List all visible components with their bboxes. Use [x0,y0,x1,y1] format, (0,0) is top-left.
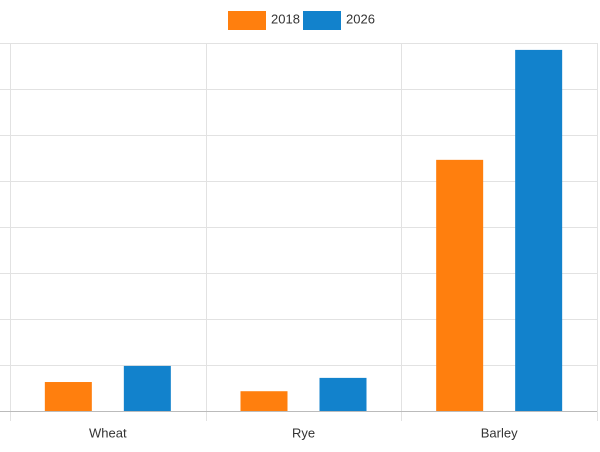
bar [319,377,367,411]
bar [515,49,563,412]
x-tick-label: Barley [481,425,518,440]
legend-swatch[interactable] [228,11,266,30]
bar [240,391,288,411]
bar [44,382,92,411]
legend-label[interactable]: 2018 [271,11,300,26]
legend-swatch[interactable] [303,11,341,30]
x-tick-label: Rye [292,425,315,440]
bar [123,365,171,411]
x-tick-label: Wheat [89,425,127,440]
legend-label[interactable]: 2026 [346,11,375,26]
bar [436,159,484,411]
